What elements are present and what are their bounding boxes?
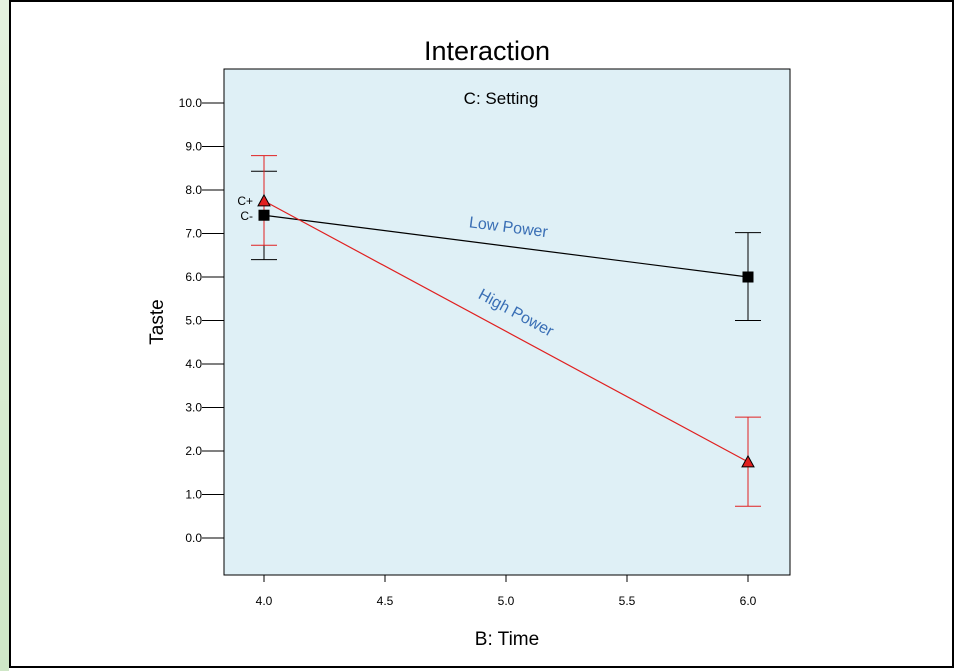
chart-title: Interaction <box>424 36 550 66</box>
y-tick-label: 2.0 <box>185 444 202 458</box>
series-line <box>263 200 749 463</box>
series-line <box>263 214 749 278</box>
x-tick-label: 5.5 <box>619 594 636 608</box>
x-tick-label: 5.0 <box>498 594 515 608</box>
y-tick-label: 10.0 <box>179 96 203 110</box>
series-key-label: C+ <box>237 194 253 208</box>
data-point-triangle <box>257 193 271 207</box>
left-edge-strip <box>0 0 9 671</box>
x-axis-ticks: 4.0 4.5 5.0 5.5 6.0 <box>256 575 757 608</box>
y-tick-label: 3.0 <box>185 401 202 415</box>
y-tick-label: 4.0 <box>185 357 202 371</box>
y-tick-label: 1.0 <box>185 488 202 502</box>
series-key-label: C- <box>240 209 253 223</box>
data-point-square <box>258 209 270 221</box>
y-tick-label: 5.0 <box>185 314 202 328</box>
y-tick-label: 0.0 <box>185 531 202 545</box>
interaction-chart: Interaction C: Setting B: Time Taste 0.0… <box>147 36 791 650</box>
data-point-square <box>742 271 754 283</box>
y-axis-label: Taste <box>147 299 168 344</box>
chart-subtitle: C: Setting <box>464 89 539 108</box>
chart-frame: Interaction C: Setting B: Time Taste 0.0… <box>9 0 954 668</box>
x-axis-label: B: Time <box>475 629 539 650</box>
x-tick-label: 4.5 <box>377 594 394 608</box>
y-tick-label: 9.0 <box>185 140 202 154</box>
y-tick-label: 7.0 <box>185 227 202 241</box>
y-axis-ticks: 0.0 1.0 2.0 3.0 4.0 5.0 6.0 7.0 8.0 9.0 10.0 <box>179 96 224 545</box>
y-tick-label: 6.0 <box>185 270 202 284</box>
data-point-triangle <box>741 454 755 468</box>
plot-area <box>223 68 791 576</box>
x-tick-label: 6.0 <box>740 594 757 608</box>
y-tick-label: 8.0 <box>185 183 202 197</box>
x-tick-label: 4.0 <box>256 594 273 608</box>
